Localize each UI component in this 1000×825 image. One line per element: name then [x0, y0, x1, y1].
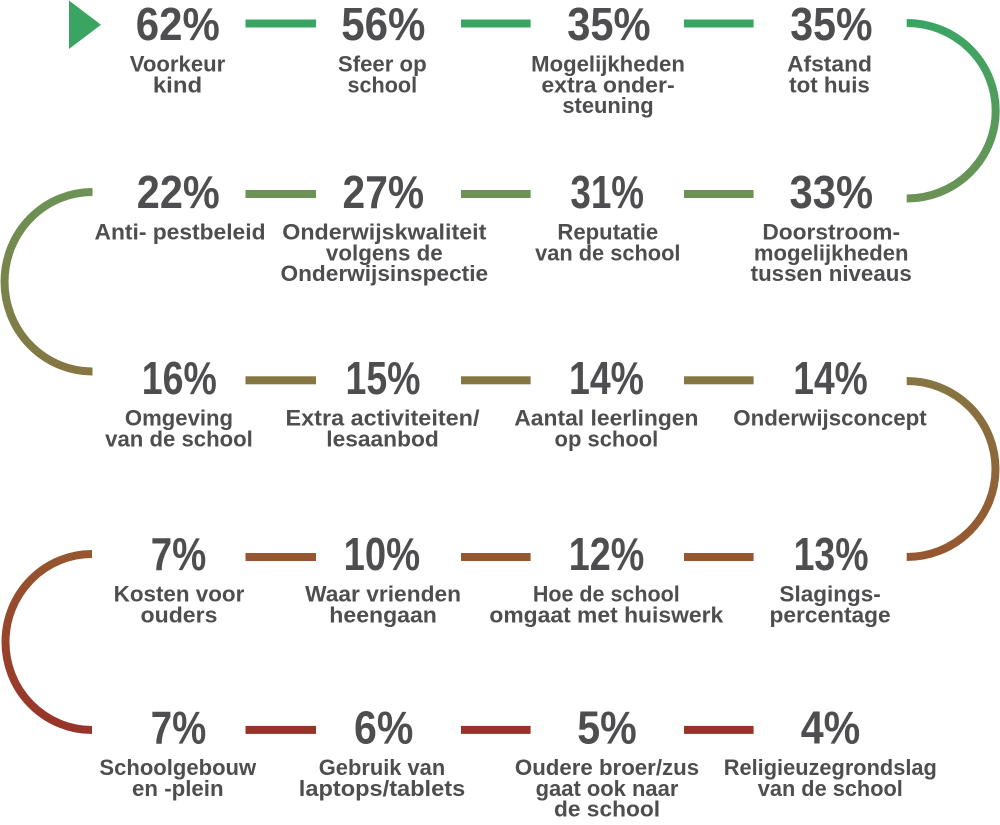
svg-text:Aantal leerlingen: Aantal leerlingen: [514, 406, 698, 431]
svg-text:31%: 31%: [570, 166, 644, 218]
svg-text:tussen niveaus: tussen niveaus: [751, 261, 912, 286]
svg-text:14%: 14%: [569, 352, 644, 404]
svg-text:volgens de: volgens de: [326, 240, 443, 265]
svg-text:gaat ook naar: gaat ook naar: [536, 776, 679, 801]
svg-text:Kosten voor: Kosten voor: [114, 582, 245, 607]
svg-text:15%: 15%: [346, 352, 421, 404]
svg-text:van de school: van de school: [105, 426, 253, 451]
svg-text:Onderwijskwaliteit: Onderwijskwaliteit: [282, 220, 487, 245]
svg-text:op school: op school: [555, 426, 659, 451]
svg-text:Waar vrienden: Waar vrienden: [305, 582, 461, 607]
svg-text:Oudere broer/zus: Oudere broer/zus: [515, 755, 699, 780]
svg-text:van de school: van de school: [758, 776, 903, 801]
svg-text:62%: 62%: [136, 0, 220, 50]
svg-text:35%: 35%: [790, 0, 872, 50]
svg-text:Extra activiteiten/: Extra activiteiten/: [286, 406, 480, 431]
svg-text:lesaanbod: lesaanbod: [326, 426, 439, 451]
svg-text:12%: 12%: [569, 528, 645, 580]
svg-text:Anti- pestbeleid: Anti- pestbeleid: [95, 220, 266, 245]
svg-text:Mogelijkheden: Mogelijkheden: [531, 52, 685, 77]
svg-text:13%: 13%: [794, 528, 869, 580]
svg-text:heengaan: heengaan: [329, 602, 437, 627]
svg-text:en -plein: en -plein: [132, 776, 224, 801]
svg-text:percentage: percentage: [770, 602, 891, 627]
svg-text:33%: 33%: [790, 166, 874, 218]
svg-text:Slagings-: Slagings-: [779, 582, 880, 607]
svg-text:Hoe de school: Hoe de school: [533, 582, 680, 607]
svg-text:ouders: ouders: [141, 602, 218, 627]
svg-text:5%: 5%: [577, 702, 637, 754]
svg-text:laptops/tablets: laptops/tablets: [299, 776, 465, 801]
svg-text:mogelijkheden: mogelijkheden: [754, 240, 909, 265]
svg-text:Voorkeur: Voorkeur: [130, 52, 226, 77]
svg-text:Schoolgebouw: Schoolgebouw: [99, 755, 257, 780]
svg-text:van de school: van de school: [535, 240, 680, 265]
svg-text:Sfeer op: Sfeer op: [338, 52, 427, 77]
svg-text:6%: 6%: [354, 702, 413, 754]
svg-text:22%: 22%: [137, 166, 220, 218]
svg-text:7%: 7%: [151, 702, 207, 754]
svg-text:Onderwijsinspectie: Onderwijsinspectie: [280, 261, 488, 286]
svg-text:kind: kind: [153, 72, 202, 97]
svg-text:Afstand: Afstand: [787, 52, 872, 77]
svg-text:14%: 14%: [793, 352, 868, 404]
svg-text:56%: 56%: [341, 0, 425, 50]
svg-text:school: school: [348, 72, 418, 97]
svg-text:omgaat met huiswerk: omgaat met huiswerk: [489, 602, 724, 627]
svg-text:tot huis: tot huis: [789, 72, 870, 97]
svg-text:4%: 4%: [801, 702, 861, 754]
svg-text:steuning: steuning: [562, 93, 653, 118]
svg-text:Omgeving: Omgeving: [125, 406, 233, 431]
svg-text:35%: 35%: [567, 0, 650, 50]
svg-text:Religieuzegrondslag: Religieuzegrondslag: [724, 755, 937, 780]
svg-text:16%: 16%: [142, 352, 217, 404]
svg-text:Gebruik van: Gebruik van: [319, 755, 445, 780]
svg-text:extra onder-: extra onder-: [541, 72, 674, 97]
svg-text:7%: 7%: [151, 528, 207, 580]
svg-text:27%: 27%: [343, 166, 425, 218]
svg-text:de school: de school: [554, 797, 660, 822]
svg-text:Doorstroom-: Doorstroom-: [762, 220, 900, 245]
svg-text:10%: 10%: [344, 528, 421, 580]
svg-text:Reputatie: Reputatie: [557, 220, 658, 245]
svg-text:Onderwijsconcept: Onderwijsconcept: [733, 406, 927, 431]
